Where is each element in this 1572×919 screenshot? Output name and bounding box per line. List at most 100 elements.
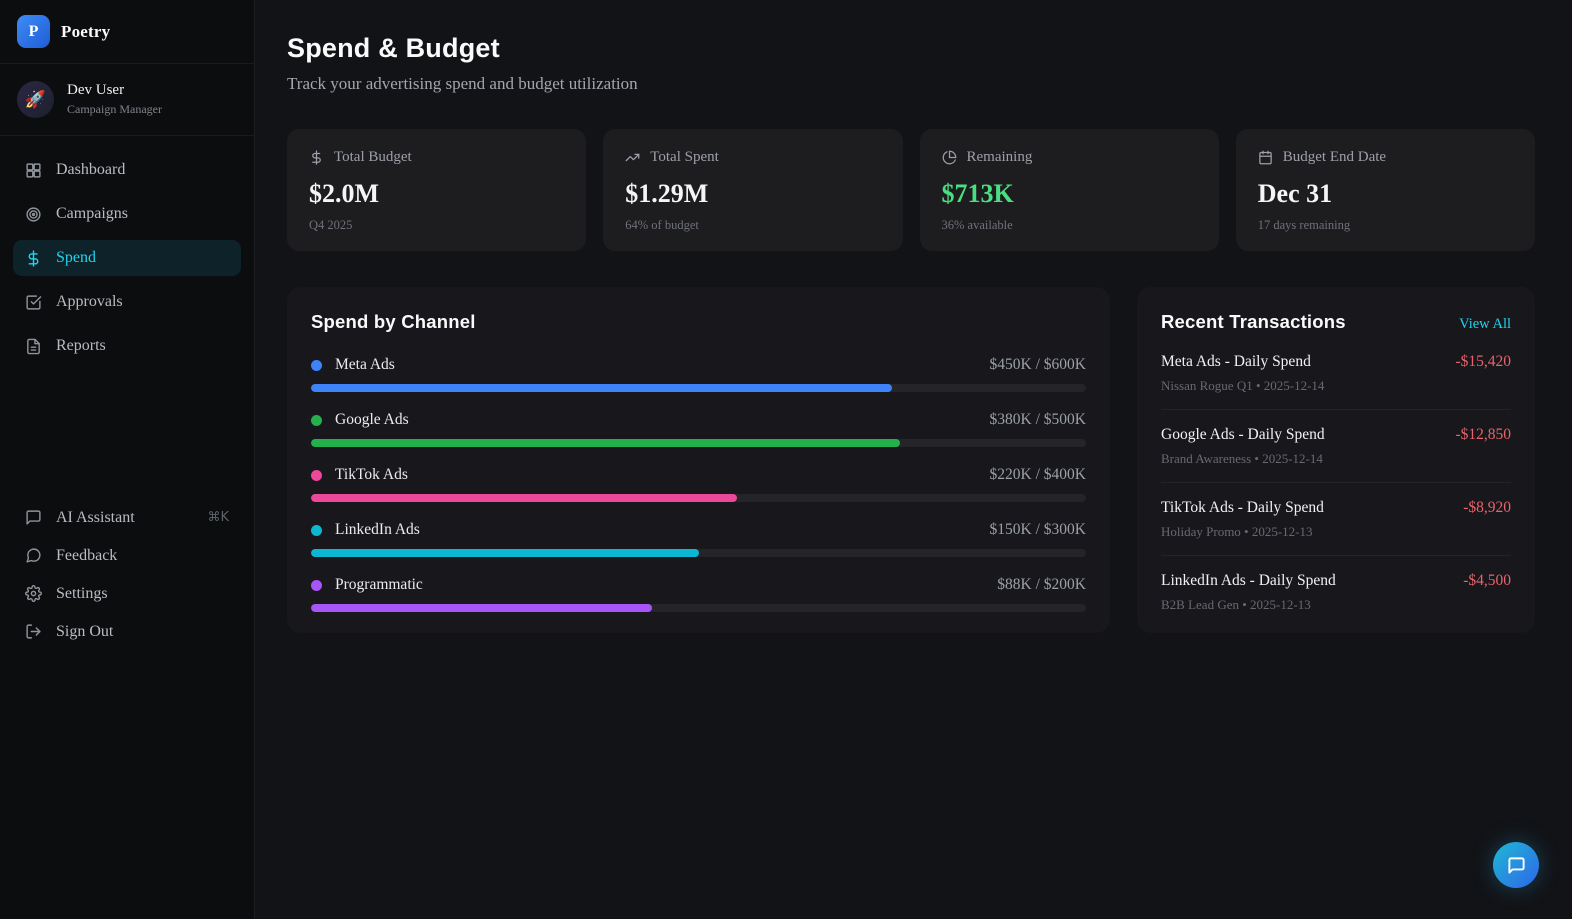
progress-fill	[311, 494, 738, 502]
main-content: Spend & Budget Track your advertising sp…	[255, 0, 1572, 919]
stat-card-total-spent: Total Spent $1.29M 64% of budget	[603, 129, 903, 251]
channel-name: Meta Ads	[335, 356, 395, 373]
transaction-title: TikTok Ads - Daily Spend	[1161, 499, 1324, 516]
footer-nav: AI Assistant ⌘K Feedback Settings Sign O…	[0, 500, 254, 649]
sidebar-item-feedback[interactable]: Feedback	[13, 538, 241, 573]
panel-title: Recent Transactions	[1161, 311, 1346, 332]
sidebar-item-label: Reports	[56, 337, 106, 354]
stat-value: $713K	[941, 179, 1014, 208]
chat-fab-button[interactable]	[1493, 842, 1539, 888]
dollar-icon	[25, 249, 42, 267]
avatar: 🚀	[17, 81, 54, 118]
transaction-amount: -$8,920	[1463, 499, 1511, 516]
progress-fill	[311, 549, 699, 557]
channel-amounts: $450K / $600K	[989, 356, 1086, 373]
stat-value: Dec 31	[1257, 179, 1333, 208]
sidebar-item-approvals[interactable]: Approvals	[13, 284, 241, 320]
sign-out-icon	[25, 623, 42, 640]
message-circle-icon	[25, 547, 42, 564]
stat-subtext: 36% available	[941, 218, 1013, 232]
transaction-row: LinkedIn Ads - Daily Spend -$4,500 B2B L…	[1161, 556, 1511, 628]
stat-value: $2.0M	[309, 179, 380, 208]
user-name: Dev User	[67, 82, 125, 98]
channel-row-tiktok-ads: TikTok Ads $220K / $400K	[311, 466, 1086, 502]
sidebar-item-campaigns[interactable]: Campaigns	[13, 196, 241, 232]
channel-row-google-ads: Google Ads $380K / $500K	[311, 411, 1086, 447]
sidebar-item-label: Settings	[56, 584, 108, 602]
user-role: Campaign Manager	[67, 102, 162, 116]
sidebar: P Poetry 🚀 Dev User Campaign Manager Das…	[0, 0, 255, 919]
channel-color-dot	[311, 579, 322, 591]
target-icon	[25, 206, 42, 223]
channel-color-dot	[311, 524, 322, 536]
calendar-icon	[1258, 150, 1273, 165]
channel-amounts: $380K / $500K	[989, 411, 1086, 428]
progress-fill	[311, 439, 900, 447]
stat-label: Remaining	[966, 149, 1033, 165]
channel-amounts: $220K / $400K	[989, 466, 1086, 483]
channel-row-meta-ads: Meta Ads $450K / $600K	[311, 356, 1086, 392]
transaction-title: Google Ads - Daily Spend	[1161, 426, 1325, 443]
transaction-meta: Brand Awareness • 2025-12-14	[1161, 451, 1323, 466]
progress-track	[311, 549, 1086, 557]
view-all-link[interactable]: View All	[1459, 316, 1511, 332]
sidebar-item-label: Sign Out	[56, 622, 114, 640]
transaction-row: Google Ads - Daily Spend -$12,850 Brand …	[1161, 410, 1511, 483]
transaction-amount: -$4,500	[1463, 572, 1511, 589]
user-profile: 🚀 Dev User Campaign Manager	[0, 64, 254, 136]
sidebar-item-reports[interactable]: Reports	[13, 328, 241, 364]
transaction-amount: -$12,850	[1455, 426, 1511, 443]
panel-title: Spend by Channel	[311, 311, 476, 332]
stat-subtext: 64% of budget	[625, 218, 699, 232]
keyboard-shortcut: ⌘K	[207, 510, 229, 525]
sidebar-item-label: Approvals	[56, 293, 123, 310]
stat-label: Total Spent	[650, 149, 719, 165]
transaction-meta: B2B Lead Gen • 2025-12-13	[1161, 597, 1311, 612]
channel-list: Meta Ads $450K / $600K Google Ads $380K …	[311, 356, 1086, 612]
sidebar-item-label: Feedback	[56, 546, 118, 564]
stat-subtext: Q4 2025	[309, 218, 353, 232]
channel-name: Programmatic	[335, 576, 423, 593]
spend-by-channel-panel: Spend by Channel Meta Ads $450K / $600K	[287, 287, 1110, 633]
pie-chart-icon	[942, 150, 957, 165]
page-title: Spend & Budget	[287, 33, 500, 63]
transaction-row: Meta Ads - Daily Spend -$15,420 Nissan R…	[1161, 337, 1511, 410]
brand-name: Poetry	[61, 21, 111, 41]
main-nav: Dashboard Campaigns Spend Approvals Repo…	[0, 136, 254, 364]
channel-color-dot	[311, 469, 322, 481]
content-row: Spend by Channel Meta Ads $450K / $600K	[287, 287, 1535, 633]
gear-icon	[25, 585, 42, 602]
stat-subtext: 17 days remaining	[1257, 218, 1351, 232]
sidebar-item-sign-out[interactable]: Sign Out	[13, 614, 241, 649]
sidebar-item-spend[interactable]: Spend	[13, 240, 241, 276]
stats-row: Total Budget $2.0M Q4 2025 Total Spent $…	[287, 129, 1535, 251]
stat-label: Total Budget	[334, 149, 412, 165]
channel-name: Google Ads	[335, 411, 409, 428]
progress-track	[311, 604, 1086, 612]
message-square-icon	[25, 509, 42, 526]
file-text-icon	[25, 338, 42, 355]
trending-up-icon	[625, 150, 640, 165]
progress-track	[311, 439, 1086, 447]
channel-color-dot	[311, 414, 322, 426]
stat-card-budget-end-date: Budget End Date Dec 31 17 days remaining	[1235, 129, 1535, 251]
sidebar-item-settings[interactable]: Settings	[13, 576, 241, 611]
brand-logo: P	[17, 15, 50, 48]
dollar-icon	[309, 150, 324, 165]
channel-name: TikTok Ads	[335, 466, 408, 483]
stat-card-remaining: Remaining $713K 36% available	[919, 129, 1219, 251]
brand-header: P Poetry	[0, 0, 254, 64]
transaction-meta: Holiday Promo • 2025-12-13	[1161, 524, 1313, 539]
transaction-title: LinkedIn Ads - Daily Spend	[1161, 572, 1336, 589]
transaction-title: Meta Ads - Daily Spend	[1161, 353, 1311, 370]
sidebar-item-ai-assistant[interactable]: AI Assistant ⌘K	[13, 500, 241, 535]
sidebar-item-label: AI Assistant	[56, 508, 135, 526]
channel-amounts: $88K / $200K	[997, 576, 1086, 593]
progress-track	[311, 494, 1086, 502]
chat-bubble-icon	[1507, 856, 1526, 875]
sidebar-item-label: Dashboard	[56, 161, 126, 178]
sidebar-item-dashboard[interactable]: Dashboard	[13, 152, 241, 188]
progress-fill	[311, 604, 652, 612]
dashboard-grid-icon	[25, 162, 42, 179]
sidebar-item-label: Campaigns	[56, 205, 128, 222]
